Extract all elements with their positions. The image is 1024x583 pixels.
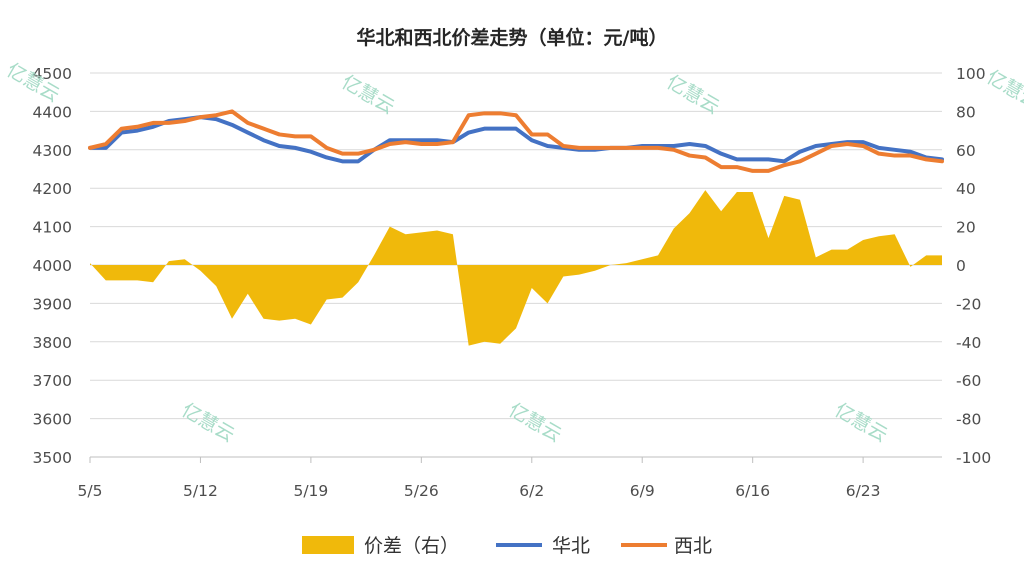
y-left-tick-label: 4500 [33,65,72,83]
x-tick-label: 6/9 [630,482,655,500]
x-tick-label: 5/5 [78,482,103,500]
area-layer [90,190,942,346]
y-right-tick-label: -80 [956,411,981,429]
y-left-tick-label: 4400 [33,103,72,121]
x-tick-label: 5/19 [293,482,328,500]
y-left-tick-label: 4300 [33,142,72,160]
legend-label: 西北 [674,535,712,557]
line-layer [88,109,944,173]
series-line-2 [88,109,944,173]
y-right-tick-label: 80 [956,103,976,121]
axes [89,456,942,463]
y-left-tick-label: 3900 [33,295,72,313]
y-right-tick-label: -100 [956,449,991,467]
series-line-1 [88,115,944,164]
legend-label: 华北 [552,535,590,557]
legend: 价差（右） 华北 西北 [302,535,712,557]
y-left-tick-label: 4100 [33,219,72,237]
x-tick-label: 5/26 [404,482,439,500]
series-area-0 [90,190,942,346]
x-tick-label: 6/16 [735,482,770,500]
x-tick-label: 6/2 [519,482,544,500]
y-right-tick-label: 0 [956,257,966,275]
y-left-tick-label: 3600 [33,411,72,429]
y-right-tick-label: 20 [956,219,976,237]
y-right-tick-label: 100 [956,65,986,83]
y-left-tick-label: 3500 [33,449,72,467]
chart-title: 华北和西北价差走势（单位：元/吨） [357,26,668,49]
y-right-tick-label: -60 [956,372,981,390]
y-left-tick-label: 3700 [33,372,72,390]
legend-swatch-area [302,536,354,554]
y-right-tick-label: -20 [956,295,981,313]
y-left-tick-label: 4000 [33,257,72,275]
legend-label: 价差（右） [364,535,459,557]
x-tick-label: 6/23 [846,482,881,500]
y-right-tick-label: 40 [956,180,976,198]
y-right-tick-label: -40 [956,334,981,352]
y-left-tick-label: 3800 [33,334,72,352]
ticks: 4500 4400 4300 4200 4100 4000 3900 3800 3700 3600… [33,65,992,500]
x-tick-label: 5/12 [183,482,218,500]
y-left-tick-label: 4200 [33,180,72,198]
y-right-tick-label: 60 [956,142,976,160]
